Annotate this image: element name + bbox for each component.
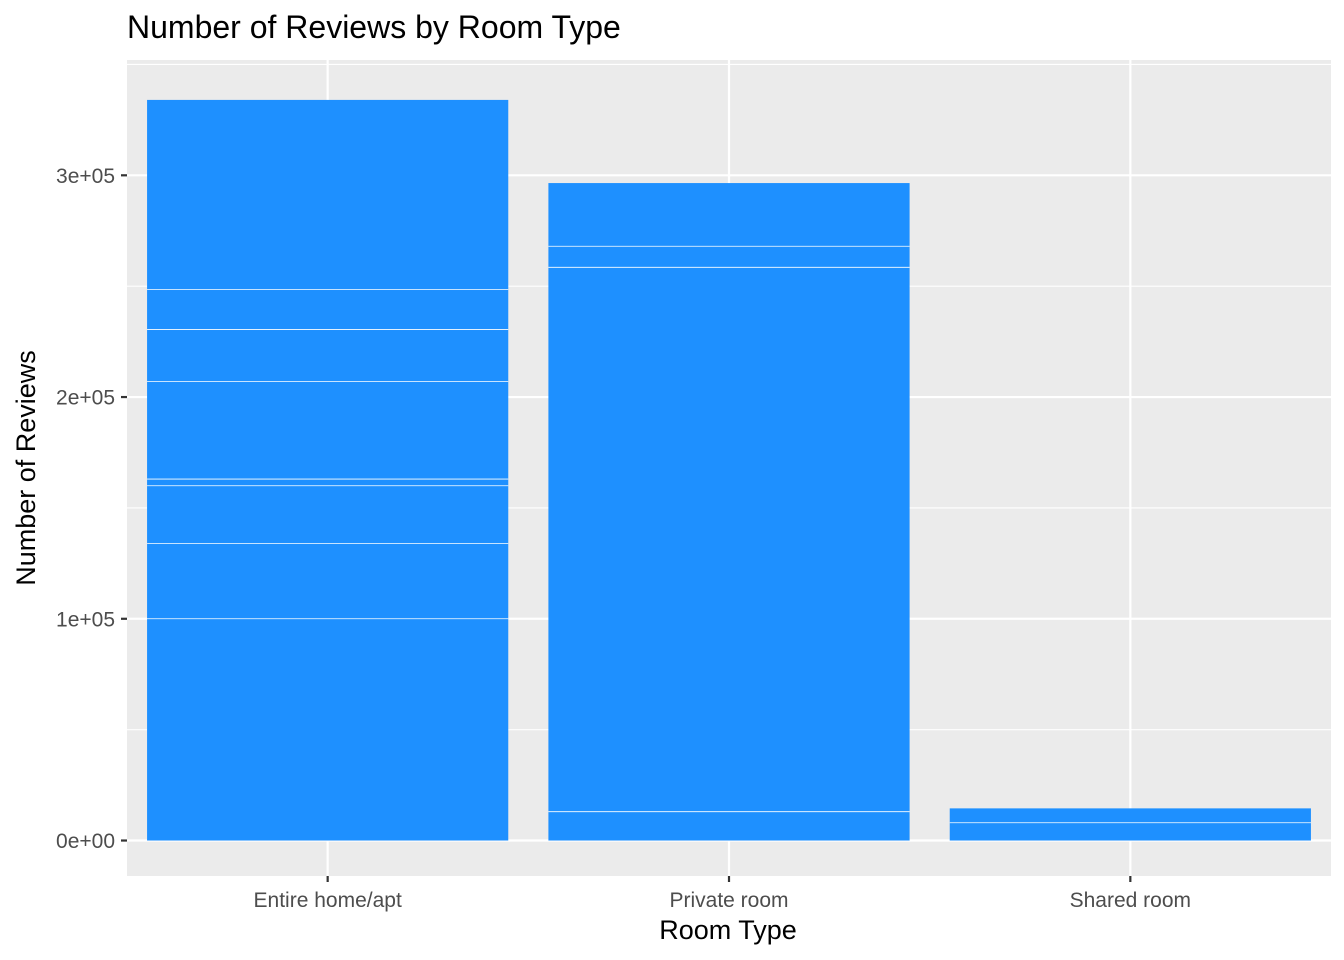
- bar-segment: [949, 822, 1311, 841]
- bar-segment: [147, 618, 509, 841]
- x-tick-label: Entire home/apt: [254, 889, 402, 912]
- bar-segment: [548, 811, 910, 841]
- bars: [147, 99, 1311, 841]
- y-tick-label: 2e+05: [56, 387, 115, 410]
- y-tick-label: 0e+00: [56, 830, 115, 853]
- y-tick-label: 3e+05: [56, 165, 115, 188]
- bar-segment: [548, 267, 910, 812]
- bar-segment: [147, 99, 509, 290]
- chart-title: Number of Reviews by Room Type: [127, 9, 621, 45]
- bar-segment: [147, 543, 509, 619]
- bar-segment: [949, 808, 1311, 823]
- bar-segment: [147, 381, 509, 480]
- x-axis-title: Room Type: [659, 915, 797, 945]
- bar-segment: [147, 329, 509, 382]
- y-axis-title: Number of Reviews: [11, 350, 41, 586]
- bar-segment: [147, 479, 509, 486]
- bar-segment: [147, 289, 509, 330]
- y-tick-label: 1e+05: [56, 608, 115, 631]
- x-axis: Entire home/apt Private room Shared room: [254, 876, 1191, 912]
- x-tick-label: Shared room: [1070, 889, 1191, 912]
- bar-segment: [147, 485, 509, 544]
- bar-segment: [548, 246, 910, 268]
- y-axis: 0e+00 1e+05 2e+05 3e+05: [56, 165, 127, 853]
- x-tick-label: Private room: [669, 889, 788, 912]
- bar-segment: [548, 183, 910, 247]
